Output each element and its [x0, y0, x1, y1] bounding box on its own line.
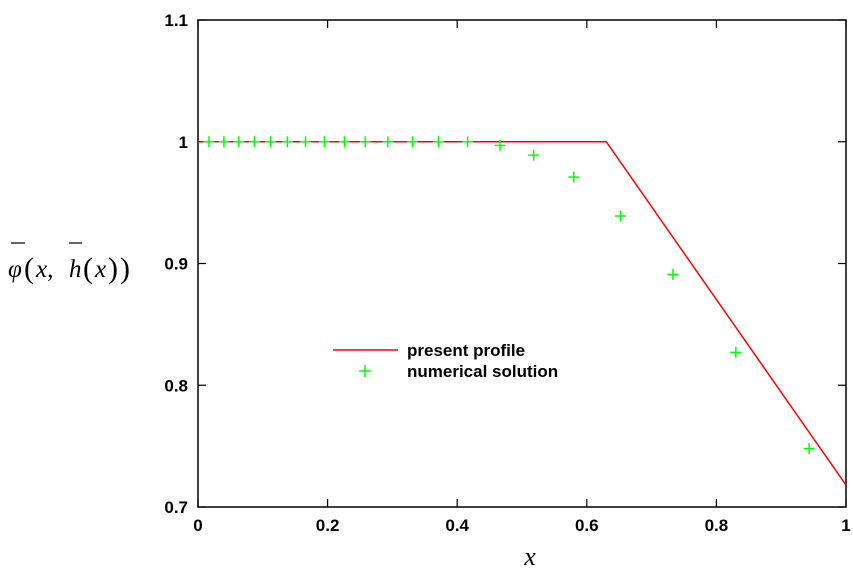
plot-frame [197, 19, 847, 508]
y-tick-label: 1 [179, 133, 188, 152]
series-line-present-profile [198, 141, 847, 486]
data-point-numerical-solution [265, 136, 277, 148]
series-layer [198, 136, 847, 486]
legend-label-numerical-solution: numerical solution [407, 362, 558, 381]
x-tick-label: 0.8 [705, 516, 729, 535]
data-point-numerical-solution [359, 136, 371, 148]
data-point-numerical-solution [494, 139, 506, 151]
legend-marker-sample [359, 365, 371, 377]
data-point-numerical-solution [300, 136, 312, 148]
x-tick-label: 1 [841, 516, 850, 535]
data-point-numerical-solution [614, 210, 626, 222]
y-tick-label: 0.8 [164, 376, 188, 395]
data-point-numerical-solution [248, 136, 260, 148]
y-label-inner-x: x [94, 256, 106, 283]
x-tick-label: 0 [193, 516, 202, 535]
data-point-numerical-solution [233, 136, 245, 148]
data-point-numerical-solution [432, 136, 444, 148]
data-point-numerical-solution [318, 136, 330, 148]
x-tick-label: 0.2 [316, 516, 340, 535]
data-point-numerical-solution [803, 443, 815, 455]
axis-ticks: 0 0.2 0.4 0.6 0.8 1 0.7 0.8 0.9 1 1.1 [164, 11, 850, 535]
legend-label-present-profile: present profile [407, 341, 525, 360]
y-tick-label: 1.1 [164, 11, 188, 30]
x-axis-label: x [523, 542, 536, 570]
data-point-numerical-solution [406, 136, 418, 148]
data-point-numerical-solution [568, 171, 580, 183]
data-point-numerical-solution [382, 136, 394, 148]
data-point-numerical-solution [462, 136, 474, 148]
y-label-phi: φ [8, 256, 22, 283]
data-point-numerical-solution [203, 136, 215, 148]
data-point-numerical-solution [730, 346, 742, 358]
legend: present profile numerical solution [333, 341, 558, 381]
y-label-close-paren: ) [120, 252, 130, 285]
data-point-numerical-solution [528, 149, 540, 161]
x-tick-label: 0.6 [575, 516, 599, 535]
y-label-inner-close-paren: ) [108, 252, 118, 285]
y-tick-label: 0.9 [164, 255, 188, 274]
data-point-numerical-solution [338, 136, 350, 148]
y-tick-label: 0.7 [164, 498, 188, 517]
y-label-x: x, [35, 256, 53, 283]
x-tick-label: 0.4 [445, 516, 469, 535]
data-point-numerical-solution [218, 136, 230, 148]
y-label-open-paren: ( [24, 252, 34, 285]
y-label-inner-open-paren: ( [83, 252, 93, 285]
data-point-numerical-solution [281, 136, 293, 148]
y-label-h: h [69, 256, 82, 283]
y-axis-label: φ ( x, h ( x ) ) [8, 242, 130, 285]
data-point-numerical-solution [667, 268, 679, 280]
